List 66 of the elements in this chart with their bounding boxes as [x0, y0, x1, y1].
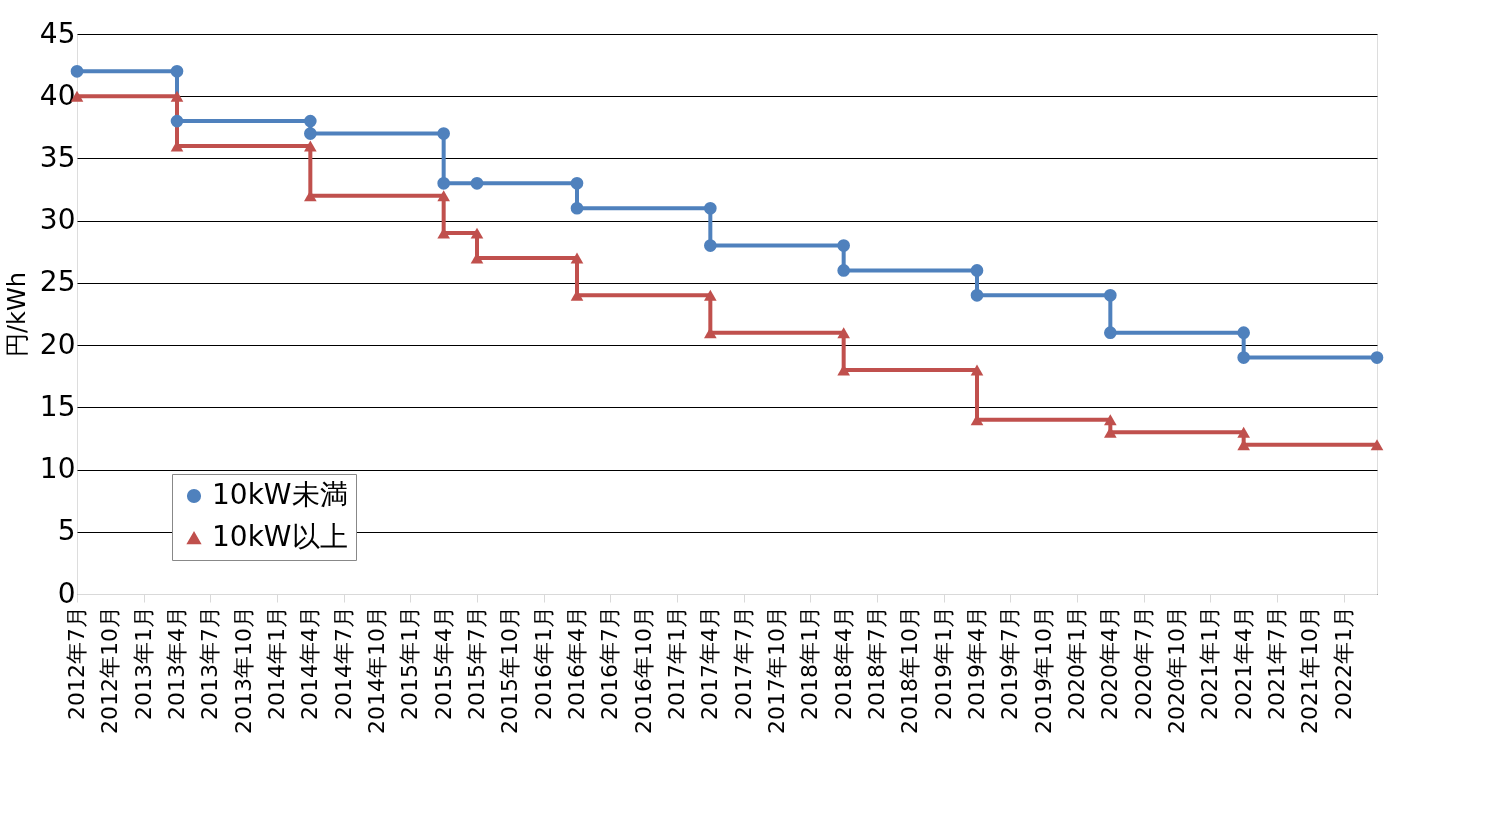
x-tick-label: 2019年1月 — [930, 606, 956, 720]
x-tick-label: 2014年7月 — [330, 606, 356, 720]
x-tick-label: 2021年1月 — [1197, 606, 1223, 720]
y-tick-label: 5 — [57, 514, 76, 548]
x-tick-label: 2018年1月 — [797, 606, 823, 720]
y-tick-label: 10 — [39, 452, 76, 486]
point — [170, 65, 184, 78]
x-tick-label: 2016年7月 — [597, 606, 623, 720]
point — [304, 114, 317, 128]
x-tick-label: 2014年4月 — [297, 606, 323, 720]
y-tick-label: 15 — [39, 389, 76, 423]
x-tick-label: 2019年4月 — [964, 606, 989, 720]
point — [1370, 439, 1384, 451]
x-tick-label: 2019年10月 — [1030, 606, 1056, 734]
x-tick-label: 2017年10月 — [764, 606, 789, 734]
y-tick-label: 35 — [39, 140, 76, 174]
x-tick-label: 2013年7月 — [197, 606, 223, 720]
point — [170, 114, 184, 128]
point — [704, 201, 717, 215]
x-tick-label: 2013年10月 — [230, 606, 256, 734]
legend-label: 10kW未満 — [212, 478, 348, 511]
point — [570, 201, 584, 215]
x-tick-label: 2022年1月 — [1330, 606, 1356, 720]
x-tick-label: 2015年10月 — [497, 606, 523, 734]
x-tick-label: 2020年10月 — [1164, 606, 1189, 734]
point — [970, 364, 984, 376]
x-tick-label: 2016年4月 — [564, 606, 589, 720]
x-tick-label: 2015年7月 — [464, 606, 489, 720]
point — [970, 289, 984, 302]
x-tick-label: 2017年7月 — [730, 606, 756, 720]
legend-label: 10kW以上 — [212, 520, 348, 553]
x-tick-label: 2020年1月 — [1064, 606, 1089, 720]
y-tick-label: 40 — [39, 78, 76, 112]
x-tick-label: 2018年10月 — [897, 606, 923, 734]
point — [970, 264, 984, 277]
y-tick-label: 45 — [39, 16, 76, 50]
point — [570, 252, 584, 264]
x-tick-label: 2013年1月 — [130, 606, 156, 720]
x-tick-label: 2017年1月 — [664, 606, 689, 720]
y-tick-label: 20 — [39, 327, 76, 361]
x-tick-label: 2020年4月 — [1097, 606, 1123, 720]
x-tick-label: 2015年1月 — [397, 606, 423, 720]
x-tick-label: 2013年4月 — [164, 606, 189, 720]
point — [470, 177, 484, 190]
y-tick-label: 30 — [39, 203, 76, 237]
x-tick-label: 2015年4月 — [430, 606, 456, 720]
x-tick-label: 2012年10月 — [97, 606, 123, 734]
point — [470, 227, 484, 239]
x-tick-label: 2019年7月 — [997, 606, 1023, 720]
x-tick-label: 2021年7月 — [1264, 606, 1289, 720]
point — [1370, 351, 1384, 364]
point — [70, 65, 84, 78]
x-tick-label: 2014年1月 — [264, 606, 289, 720]
y-axis-title: 円/kWh — [2, 272, 31, 357]
x-tick-label: 2016年10月 — [630, 606, 656, 734]
point — [570, 177, 584, 190]
x-tick-label: 2018年4月 — [830, 606, 856, 720]
x-tick-label: 2017年4月 — [697, 606, 723, 720]
x-tick-label: 2021年4月 — [1230, 606, 1256, 720]
x-tick-label: 2014年10月 — [364, 606, 389, 734]
x-tick-label: 2016年1月 — [530, 606, 556, 720]
y-tick-label: 25 — [39, 265, 76, 299]
x-tick-label: 2020年7月 — [1130, 606, 1156, 720]
x-tick-label: 2021年10月 — [1297, 606, 1323, 734]
point — [170, 90, 184, 102]
x-tick-label: 2018年7月 — [864, 606, 889, 720]
